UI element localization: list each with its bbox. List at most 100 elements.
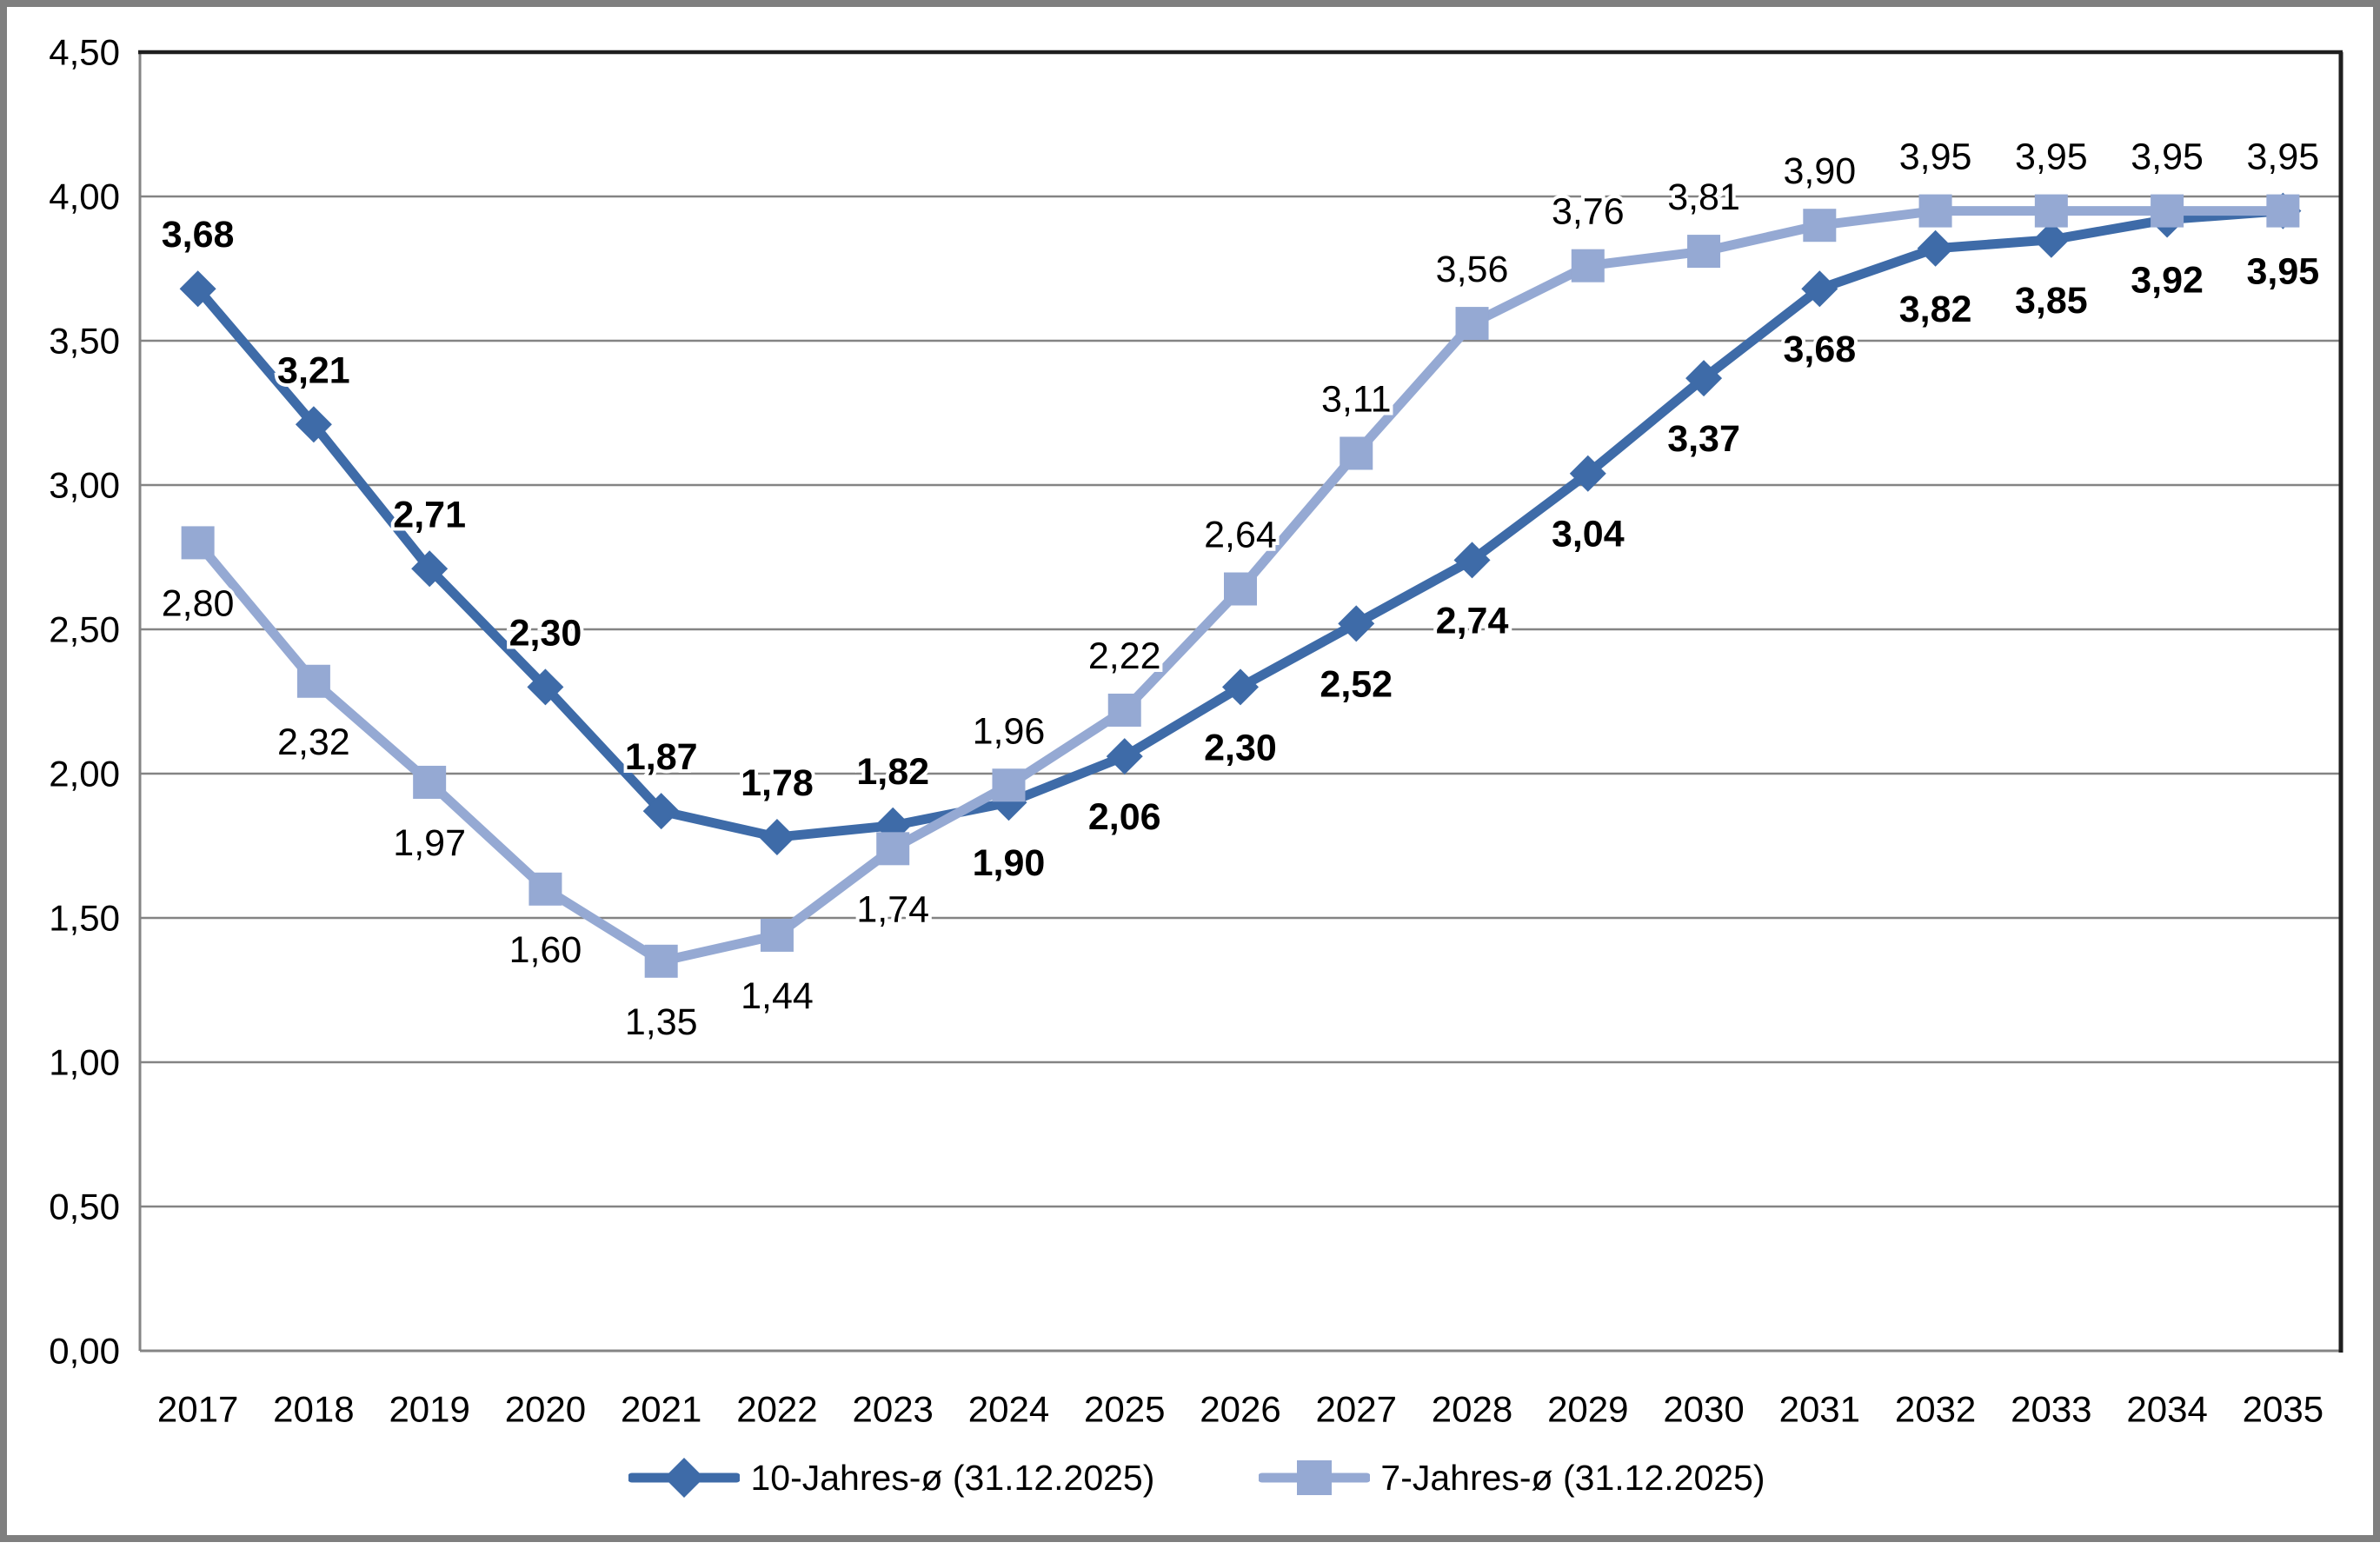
legend-swatch-diamond-icon	[628, 1458, 741, 1498]
data-label: 1,87	[625, 736, 698, 778]
x-axis-tick-label: 2028	[1432, 1389, 1512, 1430]
marker-diamond	[758, 819, 795, 856]
marker-square	[876, 832, 910, 866]
data-label: 2,32	[277, 721, 350, 763]
data-label: 1,82	[856, 751, 929, 793]
data-label: 2,30	[1204, 727, 1277, 768]
data-label: 1,90	[973, 842, 1046, 884]
x-axis-tick-label: 2022	[736, 1389, 817, 1430]
y-axis-tick-label: 2,50	[49, 609, 120, 650]
marker-diamond	[295, 406, 332, 443]
data-label: 1,60	[509, 929, 582, 971]
marker-diamond	[411, 550, 449, 588]
x-axis-tick-label: 2027	[1316, 1389, 1397, 1430]
data-label: 1,74	[856, 888, 929, 930]
data-label: 2,22	[1088, 635, 1161, 677]
data-label: 3,95	[2131, 136, 2204, 178]
marker-square	[1918, 194, 1952, 228]
marker-square	[2151, 194, 2184, 228]
marker-diamond	[1917, 229, 1954, 267]
data-label: 3,21	[277, 349, 350, 391]
marker-square	[1687, 235, 1721, 269]
x-axis-tick-label: 2017	[157, 1389, 238, 1430]
data-label: 3,90	[1783, 150, 1856, 192]
data-label: 3,95	[2247, 136, 2320, 178]
data-label: 2,30	[509, 612, 582, 654]
x-axis-tick-label: 2018	[273, 1389, 354, 1430]
marker-square	[760, 918, 794, 952]
y-axis-tick-label: 3,00	[49, 465, 120, 506]
x-axis-tick-label: 2021	[621, 1389, 701, 1430]
data-label: 3,82	[1899, 289, 1972, 330]
legend-item-10-jahres: 10-Jahres-ø (31.12.2025)	[628, 1457, 1154, 1499]
y-axis-tick-label: 0,50	[49, 1187, 120, 1227]
marker-diamond	[1338, 605, 1375, 642]
marker-diamond	[1106, 738, 1143, 775]
x-axis-tick-label: 2032	[1895, 1389, 1976, 1430]
x-axis-tick-label: 2030	[1663, 1389, 1744, 1430]
data-label: 3,85	[2015, 280, 2088, 322]
marker-diamond	[2032, 221, 2070, 258]
marker-square	[1224, 572, 1257, 606]
marker-square	[296, 664, 330, 698]
data-label: 3,68	[1783, 329, 1856, 370]
data-label: 1,97	[393, 822, 466, 864]
x-axis-tick-label: 2033	[2011, 1389, 2091, 1430]
data-label: 3,68	[162, 214, 235, 256]
marker-diamond	[1453, 542, 1491, 579]
y-axis-tick-label: 3,50	[49, 321, 120, 362]
marker-square	[1455, 307, 1489, 341]
data-label: 3,04	[1552, 514, 1625, 555]
data-label: 2,52	[1320, 663, 1393, 705]
data-label: 3,81	[1667, 176, 1740, 218]
marker-square	[2266, 194, 2300, 228]
data-label: 3,95	[1899, 136, 1972, 178]
marker-square	[1571, 249, 1605, 283]
x-axis-tick-label: 2025	[1084, 1389, 1165, 1430]
marker-diamond	[642, 793, 680, 830]
y-axis-tick-label: 1,50	[49, 898, 120, 939]
x-axis-tick-label: 2034	[2126, 1389, 2207, 1430]
chart-legend: 10-Jahres-ø (31.12.2025) 7-Jahres-ø (31.…	[7, 1457, 2380, 1499]
data-label: 3,37	[1667, 418, 1740, 460]
marker-square	[2034, 194, 2068, 228]
data-label: 1,96	[973, 710, 1046, 752]
marker-square	[413, 765, 447, 799]
marker-diamond	[1801, 270, 1838, 308]
legend-item-7-jahres: 7-Jahres-ø (31.12.2025)	[1259, 1457, 1765, 1499]
marker-square	[644, 944, 678, 978]
marker-diamond	[1222, 668, 1259, 706]
marker-square	[181, 526, 215, 560]
x-axis-tick-label: 2023	[852, 1389, 933, 1430]
data-label: 3,95	[2247, 251, 2320, 293]
y-axis-tick-label: 4,00	[49, 176, 120, 217]
data-label: 2,80	[162, 582, 235, 624]
marker-square	[1340, 436, 1373, 470]
marker-square	[1803, 209, 1837, 243]
y-axis-tick-label: 2,00	[49, 754, 120, 794]
x-axis-tick-label: 2019	[389, 1389, 469, 1430]
marker-diamond	[527, 668, 564, 706]
x-axis-tick-label: 2020	[505, 1389, 586, 1430]
x-axis-tick-label: 2035	[2243, 1389, 2323, 1430]
data-label: 3,76	[1552, 191, 1625, 233]
x-axis-tick-label: 2029	[1547, 1389, 1628, 1430]
legend-label-7-jahres: 7-Jahres-ø (31.12.2025)	[1380, 1457, 1765, 1498]
data-label: 3,56	[1436, 249, 1509, 290]
data-label: 2,64	[1204, 515, 1277, 556]
data-label: 2,06	[1088, 796, 1161, 838]
data-label: 1,78	[741, 762, 814, 804]
data-label: 3,11	[1321, 378, 1392, 420]
y-axis-tick-label: 1,00	[49, 1042, 120, 1083]
marker-square	[992, 768, 1026, 802]
marker-diamond	[179, 270, 216, 308]
y-axis-tick-label: 4,50	[49, 32, 120, 73]
data-label: 1,35	[625, 1001, 698, 1043]
x-axis-tick-label: 2026	[1200, 1389, 1280, 1430]
data-label: 3,92	[2131, 260, 2204, 302]
y-axis-tick-label: 0,00	[49, 1331, 120, 1372]
marker-square	[529, 872, 562, 906]
marker-square	[1107, 693, 1141, 727]
data-label: 2,71	[393, 494, 466, 535]
